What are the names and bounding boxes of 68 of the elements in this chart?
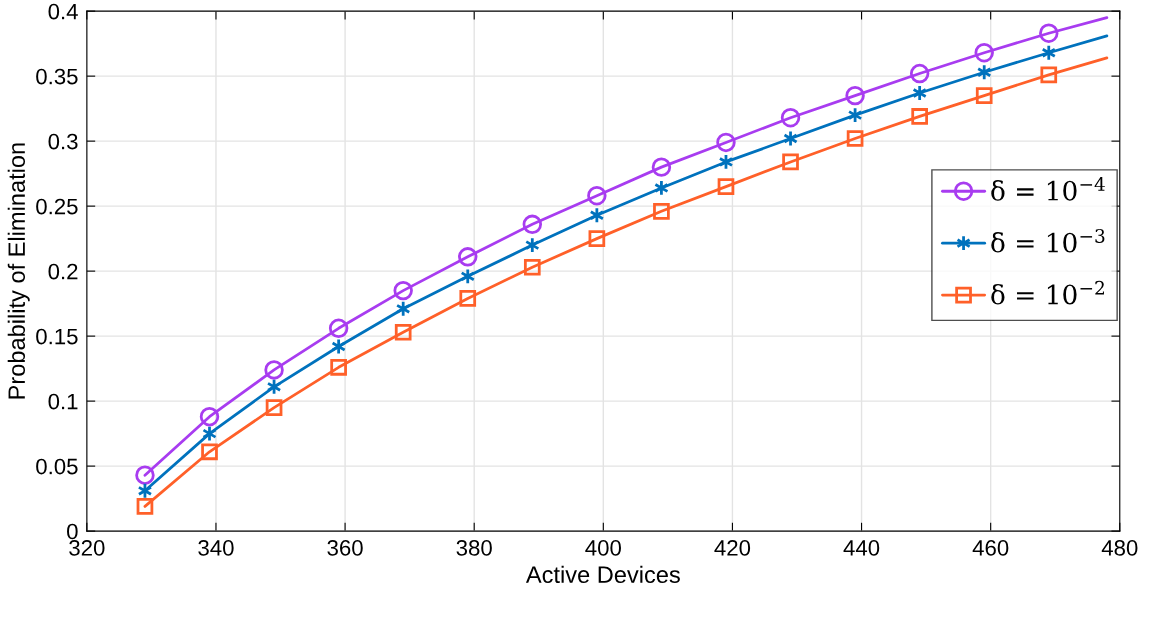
point	[782, 153, 799, 171]
point	[589, 206, 605, 224]
point	[847, 106, 863, 124]
point	[976, 63, 992, 81]
x-tick-label: 380	[456, 540, 492, 556]
x-tick-label: 420	[714, 540, 751, 556]
point	[909, 63, 930, 84]
y-axis-title: Probability of Elimination	[7, 143, 30, 399]
point	[265, 399, 283, 416]
x-tick-label: 320	[69, 540, 105, 556]
point	[1041, 44, 1057, 62]
point	[654, 179, 669, 197]
x-axis-title: Active Devices	[525, 565, 680, 584]
point	[136, 498, 154, 515]
x-tick-label: 360	[327, 540, 363, 556]
y-tick-label: 0.15	[36, 328, 78, 345]
point	[974, 43, 994, 63]
point	[588, 230, 606, 247]
point	[201, 443, 218, 461]
point	[199, 406, 220, 427]
x-tick-label: 460	[972, 540, 1009, 556]
point	[394, 323, 412, 341]
legend-label: δ = 10$^{−4}$	[991, 176, 1105, 201]
point	[264, 360, 284, 380]
point	[1039, 23, 1059, 43]
point	[393, 280, 413, 301]
legend-label: δ = 10$^{−3}$	[991, 228, 1105, 253]
point	[975, 87, 993, 104]
point	[717, 178, 735, 195]
y-tick-label: 0.2	[48, 263, 78, 280]
y-tick-label: 0.05	[36, 458, 78, 475]
point	[137, 482, 153, 500]
point	[716, 132, 736, 153]
y-tick-label: 0.35	[36, 68, 78, 85]
point	[1040, 66, 1058, 84]
x-tick-label: 340	[198, 540, 234, 556]
x-tick-label: 480	[1101, 540, 1138, 556]
point	[331, 338, 347, 355]
point	[653, 202, 670, 220]
point	[718, 153, 734, 171]
point	[780, 108, 801, 128]
y-tick-label: 0.25	[36, 198, 78, 215]
point	[523, 258, 541, 276]
legend-label: δ = 10$^{−2}$	[991, 280, 1104, 305]
point	[458, 247, 478, 267]
point	[524, 236, 540, 254]
point	[328, 318, 349, 339]
point	[266, 378, 282, 396]
point	[845, 85, 865, 106]
point	[330, 358, 347, 376]
point	[846, 130, 864, 147]
point	[912, 84, 928, 102]
point	[460, 267, 476, 285]
point	[202, 425, 217, 442]
y-tick-label: 0.3	[48, 133, 78, 150]
point	[395, 300, 411, 318]
y-tick-label: 0	[67, 523, 78, 540]
x-tick-label: 400	[585, 540, 621, 556]
point	[522, 214, 543, 235]
point	[459, 290, 477, 307]
point	[651, 157, 672, 177]
point	[783, 130, 798, 147]
point	[135, 465, 155, 485]
point	[587, 186, 607, 206]
x-tick-label: 440	[843, 540, 880, 556]
y-tick-label: 0.4	[48, 3, 78, 20]
point	[911, 108, 928, 125]
y-tick-label: 0.1	[48, 393, 78, 410]
